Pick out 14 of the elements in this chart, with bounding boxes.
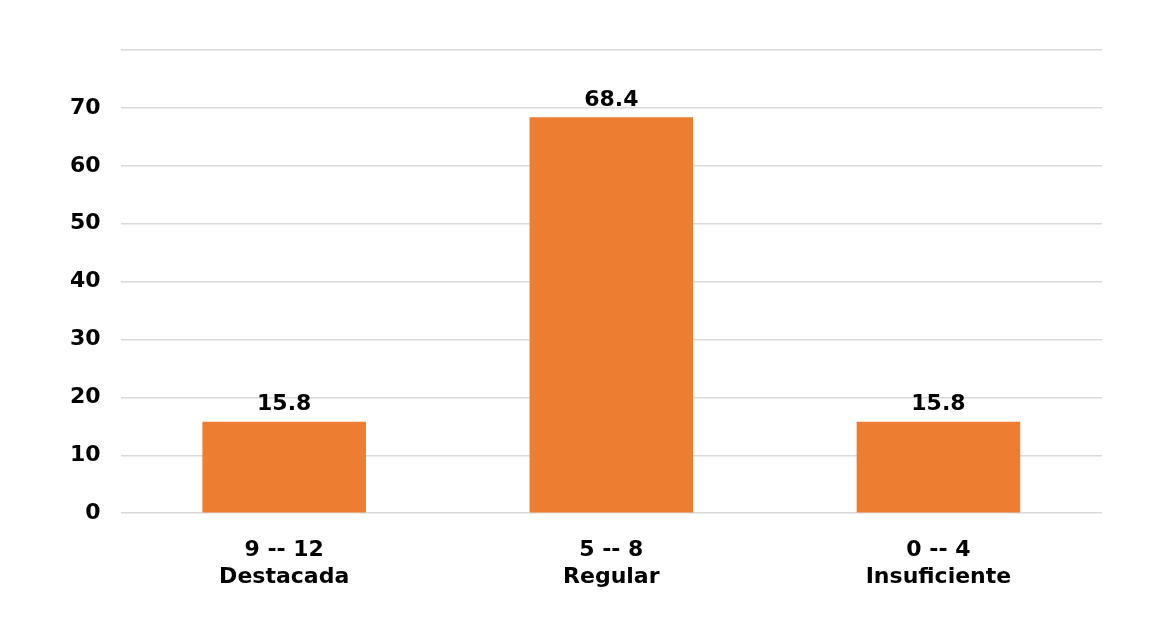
y-tick-label: 30 <box>69 325 101 351</box>
y-tick-label: 0 <box>85 498 101 524</box>
y-tick-label: 70 <box>69 93 101 119</box>
y-tick-label: 10 <box>69 441 101 467</box>
data-label: 15.8 <box>257 390 312 416</box>
x-tick-label: 5 -- 8 Regular <box>563 536 660 588</box>
y-tick-label: 50 <box>69 209 101 235</box>
x-tick-label: 9 -- 12 Destacada <box>219 536 350 588</box>
data-label: 15.8 <box>911 390 966 416</box>
y-tick-label: 60 <box>69 151 101 177</box>
y-tick-label: 20 <box>69 383 101 409</box>
y-tick-label: 40 <box>69 267 101 293</box>
data-label: 68.4 <box>584 85 639 111</box>
x-tick-label: 0 -- 4 Insuficiente <box>865 536 1012 588</box>
